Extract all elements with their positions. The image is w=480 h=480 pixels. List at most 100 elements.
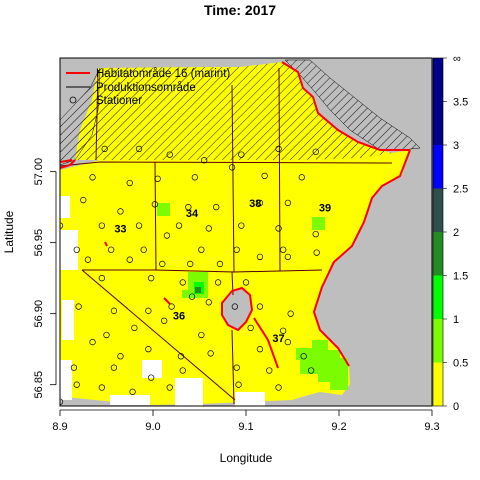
station-marker: [207, 350, 214, 357]
station-marker: [287, 310, 294, 317]
station-marker: [187, 260, 194, 268]
station-marker: [307, 367, 315, 374]
station-marker: [98, 222, 105, 229]
x-tick-label: 9.1: [238, 421, 253, 433]
station-marker: [151, 201, 159, 208]
station-marker: [175, 222, 183, 229]
station-marker: [235, 381, 242, 388]
area-label: 33: [114, 224, 126, 236]
colorbar-tick-label: 2.5: [453, 184, 468, 196]
value-cells: [157, 203, 348, 390]
station-marker: [275, 225, 282, 232]
station-marker: [284, 338, 292, 346]
colorbar-band: [433, 58, 443, 102]
station-marker: [233, 246, 240, 253]
station-marker: [89, 174, 96, 181]
station-marker: [145, 307, 152, 314]
station-marker: [256, 253, 264, 261]
station-marker: [166, 384, 173, 391]
station-marker: [147, 275, 155, 282]
station-marker: [200, 157, 208, 164]
station-marker: [213, 203, 220, 211]
station-marker: [110, 307, 118, 314]
colorbar-band: [433, 232, 443, 276]
station-marker: [266, 367, 273, 374]
station-marker: [70, 364, 78, 371]
y-tick-label: 56.95: [33, 229, 45, 257]
station-marker: [256, 303, 264, 310]
station-marker: [80, 196, 87, 204]
station-marker: [275, 384, 282, 391]
station-marker: [177, 353, 185, 360]
x-axis-label: Longitude: [220, 451, 273, 465]
station-marker: [73, 381, 80, 388]
station-marker: [280, 327, 287, 334]
colorbar-tick-label: 2: [453, 227, 459, 239]
station-marker: [298, 174, 305, 181]
colorbar-band: [433, 275, 443, 319]
station-marker: [256, 199, 264, 207]
station-marker: [214, 279, 222, 286]
station-marker: [126, 179, 133, 187]
station-marker: [185, 203, 192, 211]
colorbar-tick-label: 3: [453, 140, 459, 152]
station-marker: [191, 174, 199, 181]
stations-layer: [60, 145, 320, 405]
station-marker: [89, 338, 96, 346]
colorbar-band: [433, 362, 443, 406]
station-marker: [140, 246, 147, 253]
station-marker: [238, 151, 245, 158]
colorbar-tick-label: ∞: [453, 53, 461, 65]
area-label: 38: [249, 198, 261, 210]
x-tick-label: 9.2: [331, 421, 346, 433]
station-marker: [110, 364, 118, 371]
station-marker: [103, 331, 110, 339]
colorbar-tick-label: 0: [453, 401, 459, 413]
colorbar-tick-label: 1: [453, 314, 459, 326]
colorbar-band: [433, 188, 443, 232]
station-marker: [247, 324, 254, 332]
station-marker: [284, 253, 292, 261]
station-marker: [198, 246, 205, 253]
x-tick-label: 8.9: [52, 421, 67, 433]
station-marker: [126, 256, 133, 263]
station-marker: [300, 353, 307, 360]
station-marker: [101, 145, 108, 153]
colorbar: 0 0.5 1 1.5 2 2.5 3 3.5 ∞: [432, 53, 468, 413]
legend-habitat-label: Habitatområde 16 (marint): [96, 68, 230, 80]
station-marker: [179, 279, 186, 286]
station-marker: [145, 346, 152, 353]
x-tick-label: 9.0: [145, 421, 160, 433]
habitat-boundary: [60, 61, 411, 369]
production-area-lines: [60, 67, 393, 405]
station-marker: [275, 145, 282, 153]
station-marker: [205, 225, 212, 232]
y-axis-label: Latitude: [2, 210, 16, 253]
colorbar-band: [433, 319, 443, 363]
x-tick-label: 9.3: [424, 421, 439, 433]
station-marker: [256, 346, 264, 353]
area-label: 36: [173, 310, 185, 322]
hatched-overlay: [75, 62, 392, 160]
station-marker: [168, 303, 175, 310]
station-marker: [166, 151, 173, 158]
station-marker: [261, 172, 268, 180]
chart-title: Time: 2017: [204, 2, 276, 18]
station-marker: [163, 232, 171, 239]
station-marker: [135, 222, 143, 229]
x-axis: 8.9 9.0 9.1 9.2 9.3: [52, 409, 440, 433]
no-data-patches: [60, 196, 265, 406]
station-marker: [231, 303, 238, 310]
nw-hatched-land: [60, 67, 101, 166]
plot-frame: [59, 57, 433, 407]
legend-station-label: Stationer: [96, 95, 142, 107]
y-axis: 56.85 56.90 56.95 57.00: [33, 158, 57, 399]
station-marker: [75, 303, 82, 310]
colorbar-tick-label: 1.5: [453, 271, 468, 283]
y-tick-label: 56.85: [33, 371, 45, 399]
station-marker: [216, 260, 224, 268]
station-marker: [98, 275, 105, 282]
area-label: 34: [186, 208, 199, 220]
colorbar-band: [433, 101, 443, 145]
station-marker: [117, 208, 124, 215]
